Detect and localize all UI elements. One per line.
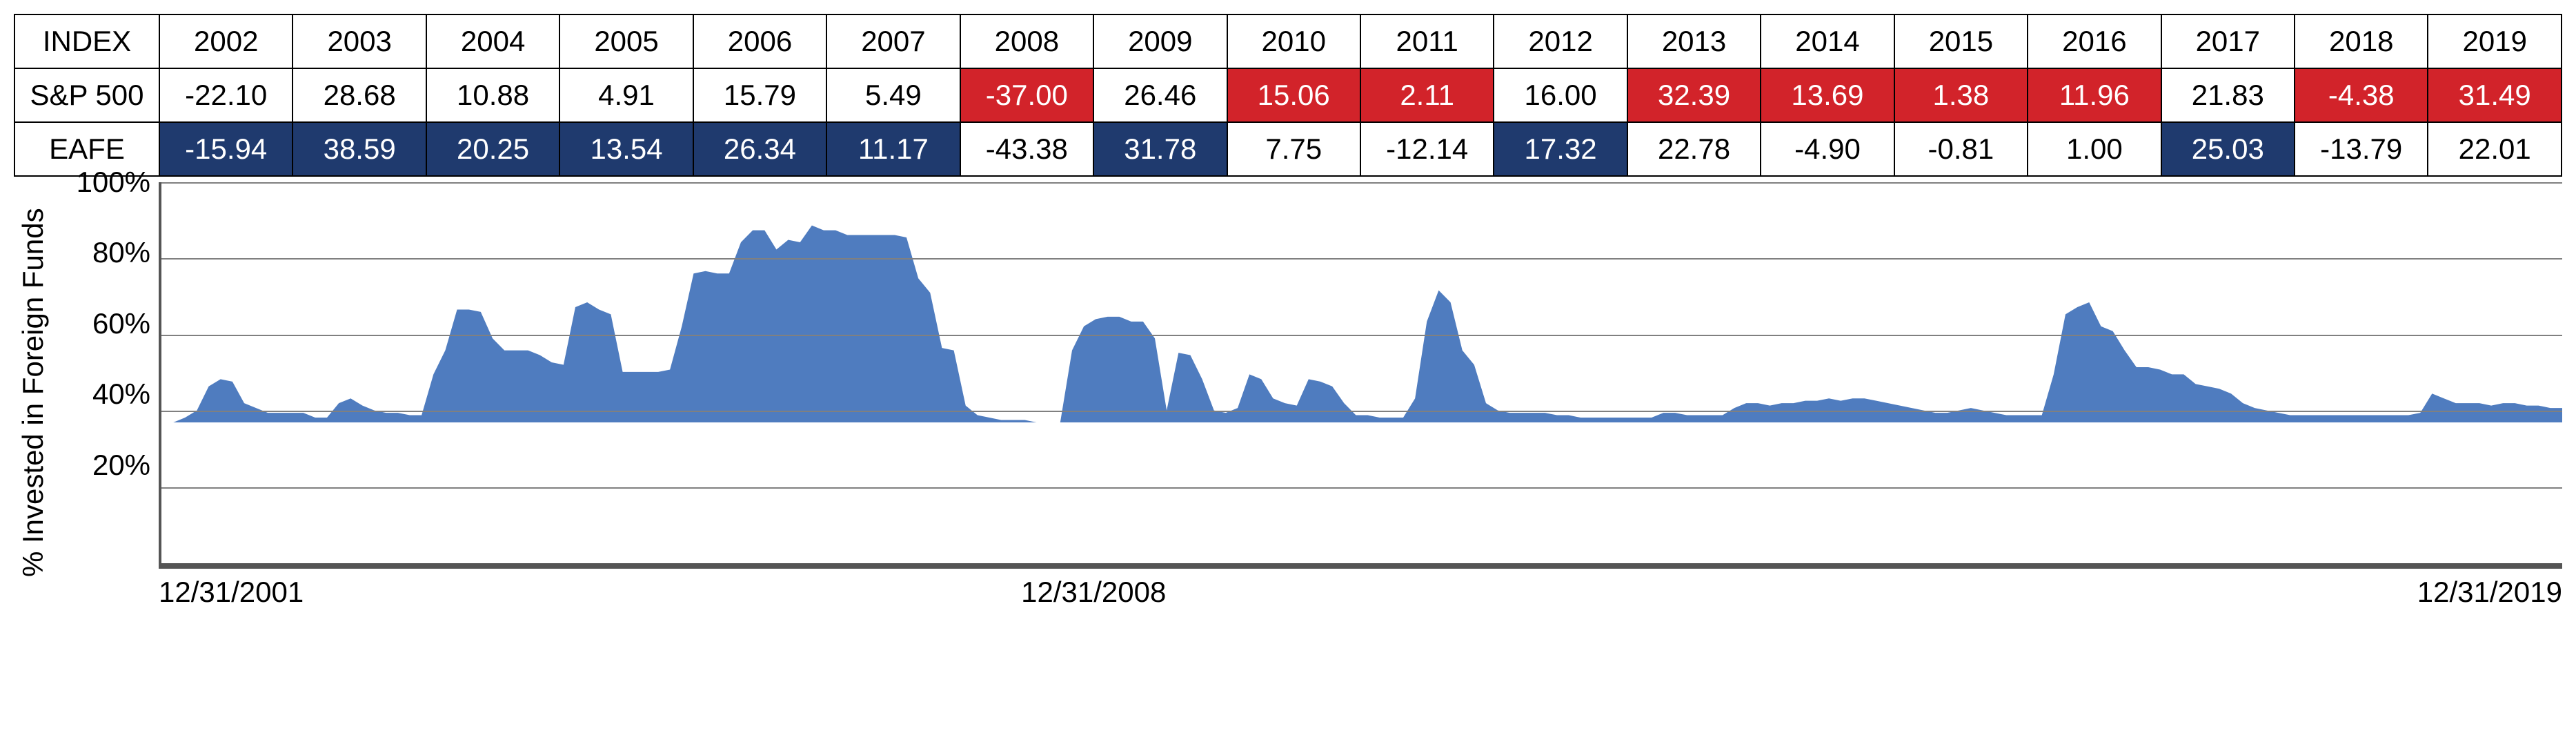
data-cell: 26.34 bbox=[693, 122, 826, 176]
col-year: 2003 bbox=[293, 14, 426, 68]
data-cell: 22.01 bbox=[2428, 122, 2562, 176]
data-cell: -22.10 bbox=[159, 68, 293, 122]
grid-line bbox=[161, 335, 2562, 336]
data-cell: 13.54 bbox=[559, 122, 693, 176]
data-cell: 28.68 bbox=[293, 68, 426, 122]
data-cell: 22.78 bbox=[1627, 122, 1761, 176]
col-year: 2014 bbox=[1761, 14, 1894, 68]
data-cell: 7.75 bbox=[1227, 122, 1360, 176]
data-cell: -4.90 bbox=[1761, 122, 1894, 176]
data-cell: 17.32 bbox=[1494, 122, 1627, 176]
table-body: S&P 500-22.1028.6810.884.9115.795.49-37.… bbox=[14, 68, 2562, 176]
foreign-funds-chart: % Invested in Foreign Funds 100%80%60%40… bbox=[14, 182, 2562, 603]
col-year: 2006 bbox=[693, 14, 826, 68]
chart-y-ticks: 100%80%60%40%20% bbox=[55, 182, 159, 569]
data-cell: 5.49 bbox=[826, 68, 960, 122]
data-cell: 10.88 bbox=[426, 68, 559, 122]
grid-line bbox=[161, 258, 2562, 260]
data-cell: 1.00 bbox=[2028, 122, 2161, 176]
data-cell: 21.83 bbox=[2161, 68, 2295, 122]
grid-line bbox=[161, 487, 2562, 489]
col-year: 2015 bbox=[1894, 14, 2028, 68]
data-cell: -12.14 bbox=[1360, 122, 1494, 176]
chart-area-fill bbox=[161, 182, 2562, 422]
data-cell: 11.17 bbox=[826, 122, 960, 176]
col-index: INDEX bbox=[14, 14, 159, 68]
data-cell: 31.78 bbox=[1093, 122, 1227, 176]
data-cell: 32.39 bbox=[1627, 68, 1761, 122]
col-year: 2009 bbox=[1093, 14, 1227, 68]
figure-container: INDEX20022003200420052006200720082009201… bbox=[14, 14, 2562, 603]
returns-table: INDEX20022003200420052006200720082009201… bbox=[14, 14, 2562, 177]
data-cell: 15.06 bbox=[1227, 68, 1360, 122]
table-row: S&P 500-22.1028.6810.884.9115.795.49-37.… bbox=[14, 68, 2562, 122]
data-cell: 16.00 bbox=[1494, 68, 1627, 122]
data-cell: -13.79 bbox=[2295, 122, 2428, 176]
col-year: 2010 bbox=[1227, 14, 1360, 68]
col-year: 2008 bbox=[960, 14, 1093, 68]
y-tick-label: 60% bbox=[92, 307, 150, 340]
col-year: 2004 bbox=[426, 14, 559, 68]
col-year: 2016 bbox=[2028, 14, 2161, 68]
data-cell: 1.38 bbox=[1894, 68, 2028, 122]
grid-line bbox=[161, 411, 2562, 412]
row-label: S&P 500 bbox=[14, 68, 159, 122]
data-cell: 2.11 bbox=[1360, 68, 1494, 122]
data-cell: 4.91 bbox=[559, 68, 693, 122]
col-year: 2013 bbox=[1627, 14, 1761, 68]
col-year: 2012 bbox=[1494, 14, 1627, 68]
data-cell: 15.79 bbox=[693, 68, 826, 122]
y-tick-label: 40% bbox=[92, 378, 150, 411]
data-cell: -43.38 bbox=[960, 122, 1093, 176]
data-cell: -4.38 bbox=[2295, 68, 2428, 122]
col-year: 2017 bbox=[2161, 14, 2295, 68]
col-year: 2011 bbox=[1360, 14, 1494, 68]
data-cell: 31.49 bbox=[2428, 68, 2562, 122]
col-year: 2007 bbox=[826, 14, 960, 68]
y-tick-label: 80% bbox=[92, 236, 150, 269]
y-tick-label: 20% bbox=[92, 449, 150, 482]
data-cell: 26.46 bbox=[1093, 68, 1227, 122]
data-cell: 38.59 bbox=[293, 122, 426, 176]
grid-line bbox=[161, 182, 2562, 184]
y-tick-label: 100% bbox=[77, 166, 150, 199]
chart-x-ticks: 12/31/200112/31/200812/31/2019 bbox=[159, 569, 2562, 603]
chart-y-axis-label: % Invested in Foreign Funds bbox=[14, 182, 55, 603]
data-cell: -15.94 bbox=[159, 122, 293, 176]
chart-plot-area bbox=[159, 182, 2562, 569]
col-year: 2005 bbox=[559, 14, 693, 68]
table-row: EAFE-15.9438.5920.2513.5426.3411.17-43.3… bbox=[14, 122, 2562, 176]
x-tick-label: 12/31/2001 bbox=[159, 576, 304, 609]
data-cell: 25.03 bbox=[2161, 122, 2295, 176]
col-year: 2018 bbox=[2295, 14, 2428, 68]
col-year: 2002 bbox=[159, 14, 293, 68]
chart-body: 100%80%60%40%20% 12/31/200112/31/200812/… bbox=[55, 182, 2562, 603]
x-tick-label: 12/31/2008 bbox=[1021, 576, 1166, 609]
data-cell: 11.96 bbox=[2028, 68, 2161, 122]
x-tick-label: 12/31/2019 bbox=[2417, 576, 2562, 609]
data-cell: -37.00 bbox=[960, 68, 1093, 122]
data-cell: -0.81 bbox=[1894, 122, 2028, 176]
data-cell: 20.25 bbox=[426, 122, 559, 176]
area-path bbox=[161, 226, 2562, 422]
col-year: 2019 bbox=[2428, 14, 2562, 68]
table-header-row: INDEX20022003200420052006200720082009201… bbox=[14, 14, 2562, 68]
data-cell: 13.69 bbox=[1761, 68, 1894, 122]
